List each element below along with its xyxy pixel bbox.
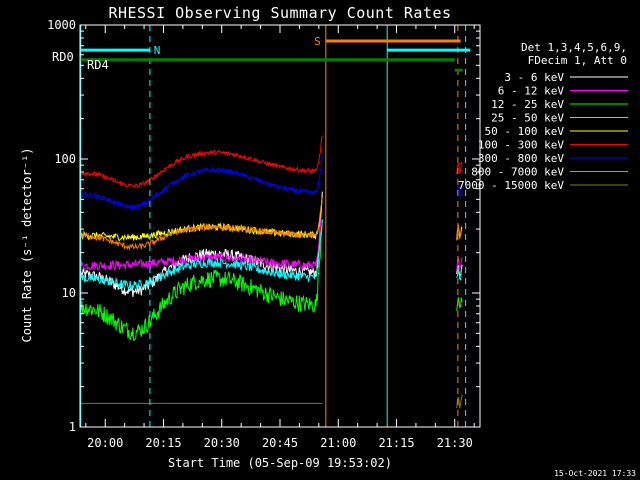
x-tick-label: 21:30: [437, 436, 473, 450]
legend-label: 50 - 100 keV: [485, 125, 565, 138]
legend-label: 25 - 50 keV: [491, 112, 564, 125]
legend-label: 300 - 800 keV: [478, 152, 564, 165]
y-tick-label: 1: [69, 420, 76, 434]
y-tick-label: 10: [62, 286, 76, 300]
series-layer: [80, 135, 463, 409]
series-line-segment: [456, 161, 463, 175]
vertical-marker-layer: [80, 25, 467, 427]
series-line-segment: [456, 266, 463, 281]
legend-label: 3 - 6 keV: [504, 71, 564, 84]
legend-label: 6 - 12 keV: [498, 85, 565, 98]
legend: Det 1,3,4,5,6,9, FDecim 1, Att 0 3 - 6 k…: [458, 41, 628, 192]
status-bar-layer: NS: [80, 35, 471, 72]
x-tick-label: 20:15: [145, 436, 181, 450]
series-line-segment: [456, 224, 463, 241]
y-tick-label: 1000: [47, 18, 76, 32]
x-axis-label: Start Time (05-Sep-09 19:53:02): [168, 456, 392, 470]
side-label-rd0: RD0: [52, 50, 74, 64]
y-axis-label: Count Rate (s⁻¹ detector⁻¹): [20, 147, 34, 342]
status-bar-label: N: [154, 44, 161, 57]
legend-label: 800 - 7000 keV: [471, 166, 564, 179]
legend-label: 7000 - 15000 keV: [458, 179, 564, 192]
side-label-rd4: RD4: [87, 58, 109, 72]
x-tick-label: 20:45: [262, 436, 298, 450]
legend-label: 100 - 300 keV: [478, 139, 564, 152]
legend-label: 12 - 25 keV: [491, 98, 564, 111]
x-tick-label: 20:00: [87, 436, 123, 450]
x-tick-label: 21:15: [378, 436, 414, 450]
status-bar-label: S: [314, 35, 321, 48]
series-line: [80, 209, 323, 272]
timestamp: 15-Oct-2021 17:33: [554, 469, 636, 478]
series-line: [80, 135, 323, 189]
series-line: [80, 220, 323, 291]
x-tick-label: 21:00: [320, 436, 356, 450]
series-line: [80, 191, 323, 298]
y-tick-label: 100: [54, 152, 76, 166]
x-tick-label: 20:30: [204, 436, 240, 450]
axes-layer: 1 10 100 1000 20:00 20:15 20:30 20:45 21:00 21:15…: [47, 18, 481, 450]
series-line: [80, 219, 323, 341]
legend-header-line-2: FDecim 1, Att 0: [528, 54, 627, 67]
series-line: [80, 197, 323, 251]
series-line: [81, 154, 323, 211]
chart-title: RHESSI Observing Summary Count Rates: [108, 4, 451, 22]
legend-header-line-1: Det 1,3,4,5,6,9,: [521, 41, 627, 54]
